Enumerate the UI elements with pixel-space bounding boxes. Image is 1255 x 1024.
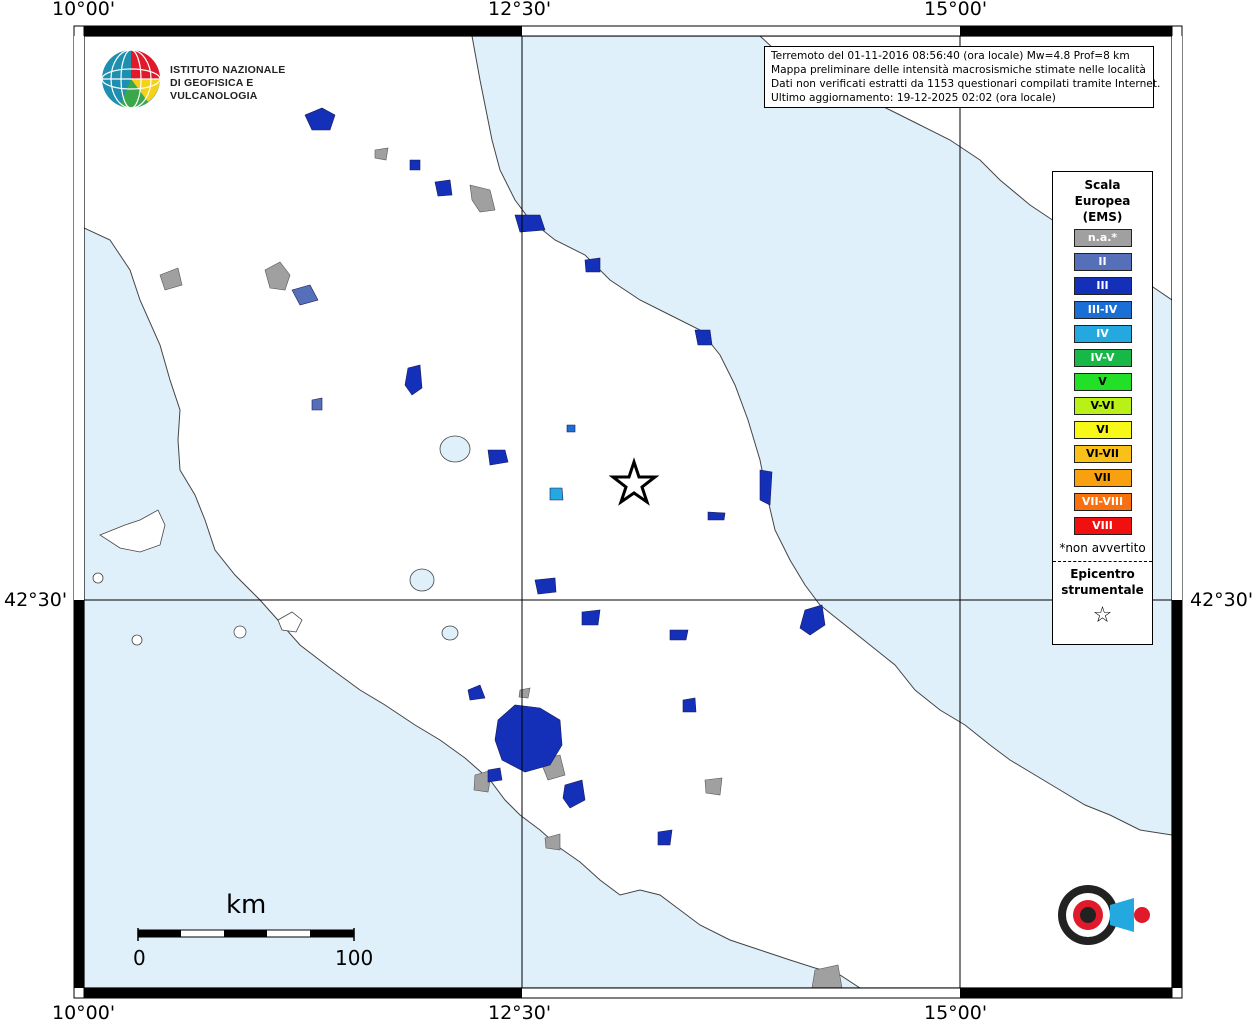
legend-title-3: (EMS): [1082, 210, 1123, 224]
legend-title-1: Scala: [1084, 178, 1121, 192]
legend-item: VIII: [1073, 517, 1132, 535]
legend-item: II: [1073, 253, 1132, 271]
epicentre-star-marker: [608, 457, 660, 506]
ems-legend: Scala Europea (EMS) n.a.* II III III-IV IV IV…: [1052, 171, 1153, 645]
lon-label-bottom-left: 10°00': [52, 1002, 116, 1024]
legend-item: VI: [1073, 421, 1132, 439]
graticule: [84, 36, 1172, 988]
legend-epicentre-2: strumentale: [1061, 583, 1144, 597]
logo-line-1: ISTITUTO NAZIONALE: [170, 64, 286, 76]
scale-bar: km 0 100: [130, 888, 390, 978]
lake-vico: [441, 625, 459, 641]
legend-item: IV: [1073, 325, 1132, 343]
info-line-3: Dati non verificati estratti da 1153 que…: [771, 78, 1161, 90]
legend-item: n.a.*: [1073, 229, 1132, 247]
legend-item: III-IV: [1073, 301, 1132, 319]
intensity-patches: [291, 107, 826, 846]
event-info-box: Terremoto del 01-11-2016 08:56:40 (ora l…: [764, 46, 1161, 108]
legend-star-icon: ☆: [1092, 603, 1113, 628]
legend-item: III: [1073, 277, 1132, 295]
legend-separator: [1053, 561, 1152, 562]
map-border: [73, 25, 1183, 999]
scale-max: 100: [335, 946, 374, 970]
island-small: [92, 572, 104, 584]
lat-label-right: 42°30': [1190, 589, 1254, 611]
island-small: [233, 625, 247, 639]
legend-note: *non avvertito: [1059, 541, 1146, 555]
legend-title-2: Europea: [1074, 194, 1131, 208]
legend-items: n.a.* II III III-IV IV IV-V V V-VI VI VI-VII VII VI…: [1053, 229, 1152, 535]
lon-label-top-left: 10°00': [52, 0, 116, 20]
scale-min: 0: [133, 946, 146, 970]
scale-unit: km: [226, 890, 267, 920]
promontory-argentario: [277, 611, 303, 633]
scale-bar-graphic: [137, 928, 355, 941]
legend-item: IV-V: [1073, 349, 1132, 367]
haisentito-target-icon: [1058, 885, 1150, 945]
info-line-2: Mappa preliminare delle intensità macros…: [771, 64, 1146, 76]
legend-item: VI-VII: [1073, 445, 1132, 463]
lon-label-top-right: 15°00': [924, 0, 988, 20]
lon-label-top-mid: 12°30': [488, 0, 552, 20]
ingv-globe-icon: [101, 49, 161, 109]
legend-item: V-VI: [1073, 397, 1132, 415]
info-line-1: Terremoto del 01-11-2016 08:56:40 (ora l…: [771, 50, 1130, 62]
legend-item: V: [1073, 373, 1132, 391]
lat-label-left: 42°30': [4, 589, 68, 611]
legend-epicentre-1: Epicentro: [1070, 567, 1135, 581]
haisentito-logo: [1028, 850, 1168, 980]
lake-trasimeno: [439, 435, 471, 463]
lake-bolsena: [409, 568, 435, 592]
legend-item: VII: [1073, 469, 1132, 487]
legend-item: VII-VIII: [1073, 493, 1132, 511]
intensity-na-patches: [159, 147, 843, 988]
ingv-logo: ISTITUTO NAZIONALE DI GEOFISICA E VULCAN…: [100, 48, 340, 112]
lon-label-bottom-mid: 12°30': [488, 1002, 552, 1024]
info-line-4: Ultimo aggiornamento: 19-12-2025 02:02 (…: [771, 92, 1056, 104]
logo-line-2: DI GEOFISICA E VULCANOLOGIA: [170, 77, 258, 102]
island-elba: [99, 509, 166, 553]
lon-label-bottom-right: 15°00': [924, 1002, 988, 1024]
island-small: [131, 634, 143, 646]
